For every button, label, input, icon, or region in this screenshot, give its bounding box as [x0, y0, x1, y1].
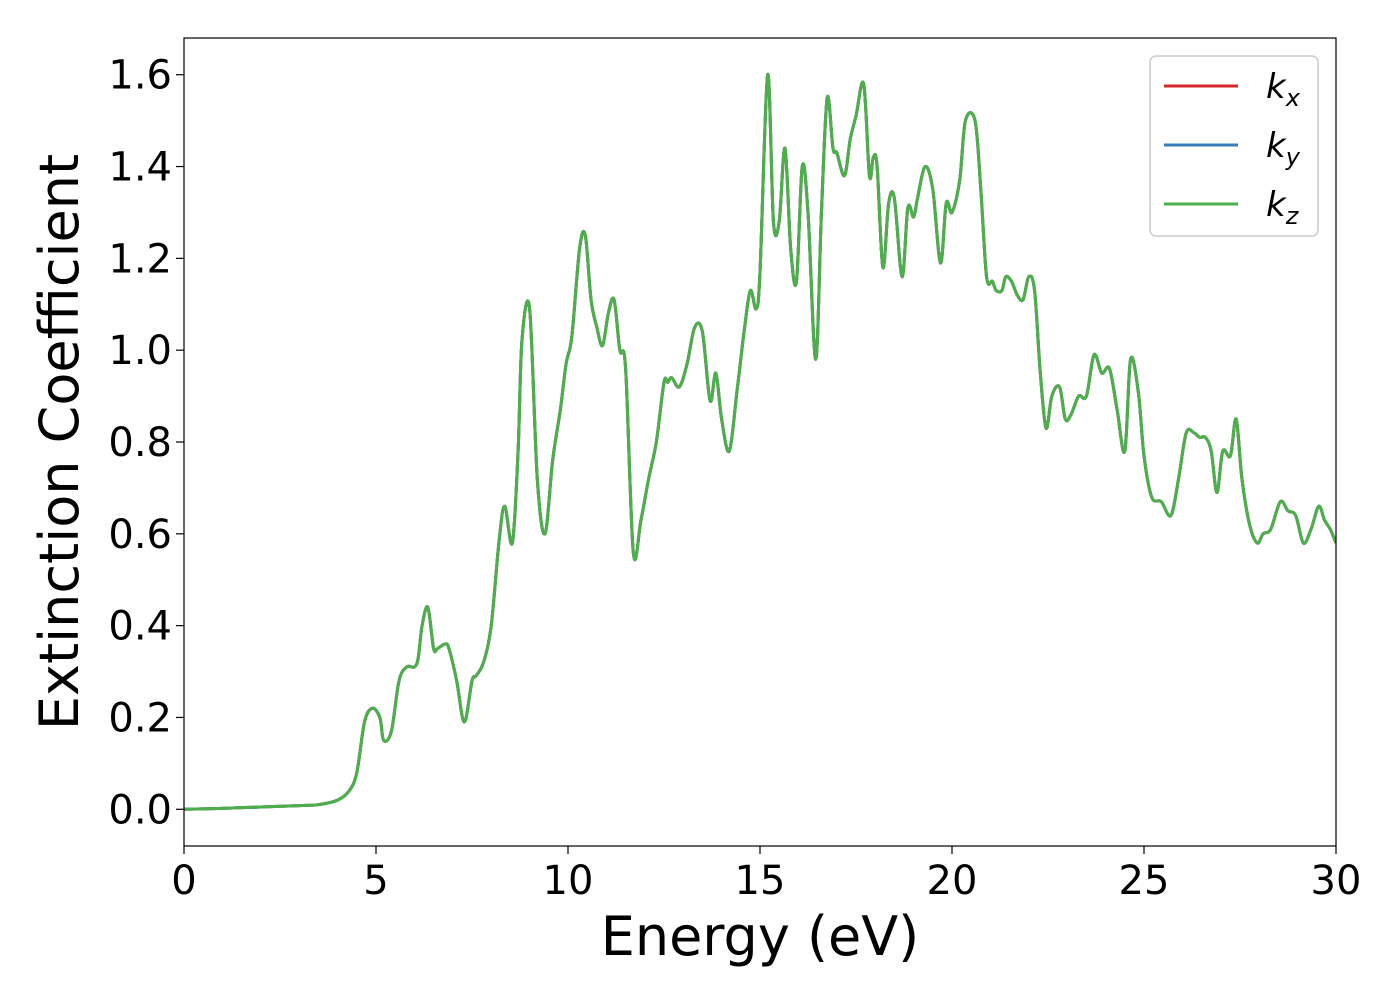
legend-label-k-z: kz — [1266, 185, 1300, 230]
x-tick-label: 0 — [171, 858, 196, 904]
x-tick-label: 25 — [1119, 858, 1170, 904]
y-tick-label: 0.2 — [108, 695, 172, 741]
y-tick-label: 1.2 — [108, 236, 172, 282]
y-tick-label: 1.6 — [108, 53, 172, 99]
x-tick-label: 15 — [735, 858, 786, 904]
x-axis-title: Energy (eV) — [601, 905, 920, 968]
y-tick-label: 0.6 — [108, 512, 172, 558]
x-tick-label: 30 — [1311, 858, 1362, 904]
legend-label-k-x: kx — [1266, 67, 1301, 112]
plot-area — [184, 73, 1336, 811]
y-axis-ticks: 0.0 0.2 0.4 0.6 0.8 1.0 1.2 1.4 1.6 — [108, 53, 184, 833]
x-tick-label: 20 — [927, 858, 978, 904]
legend-label-k-y: ky — [1266, 126, 1301, 171]
x-tick-label: 10 — [543, 858, 594, 904]
y-tick-label: 0.4 — [108, 604, 172, 650]
x-axis-ticks: 0 5 10 15 20 25 30 — [171, 846, 1361, 904]
y-tick-label: 0.8 — [108, 420, 172, 466]
y-tick-label: 0.0 — [108, 787, 172, 833]
y-axis-title: Extinction Coefficient — [28, 154, 91, 730]
x-tick-label: 5 — [363, 858, 388, 904]
y-tick-label: 1.4 — [108, 145, 172, 191]
y-tick-label: 1.0 — [108, 328, 172, 374]
legend: kx ky kz — [1149, 55, 1319, 237]
series-line-k-z — [184, 73, 1336, 811]
